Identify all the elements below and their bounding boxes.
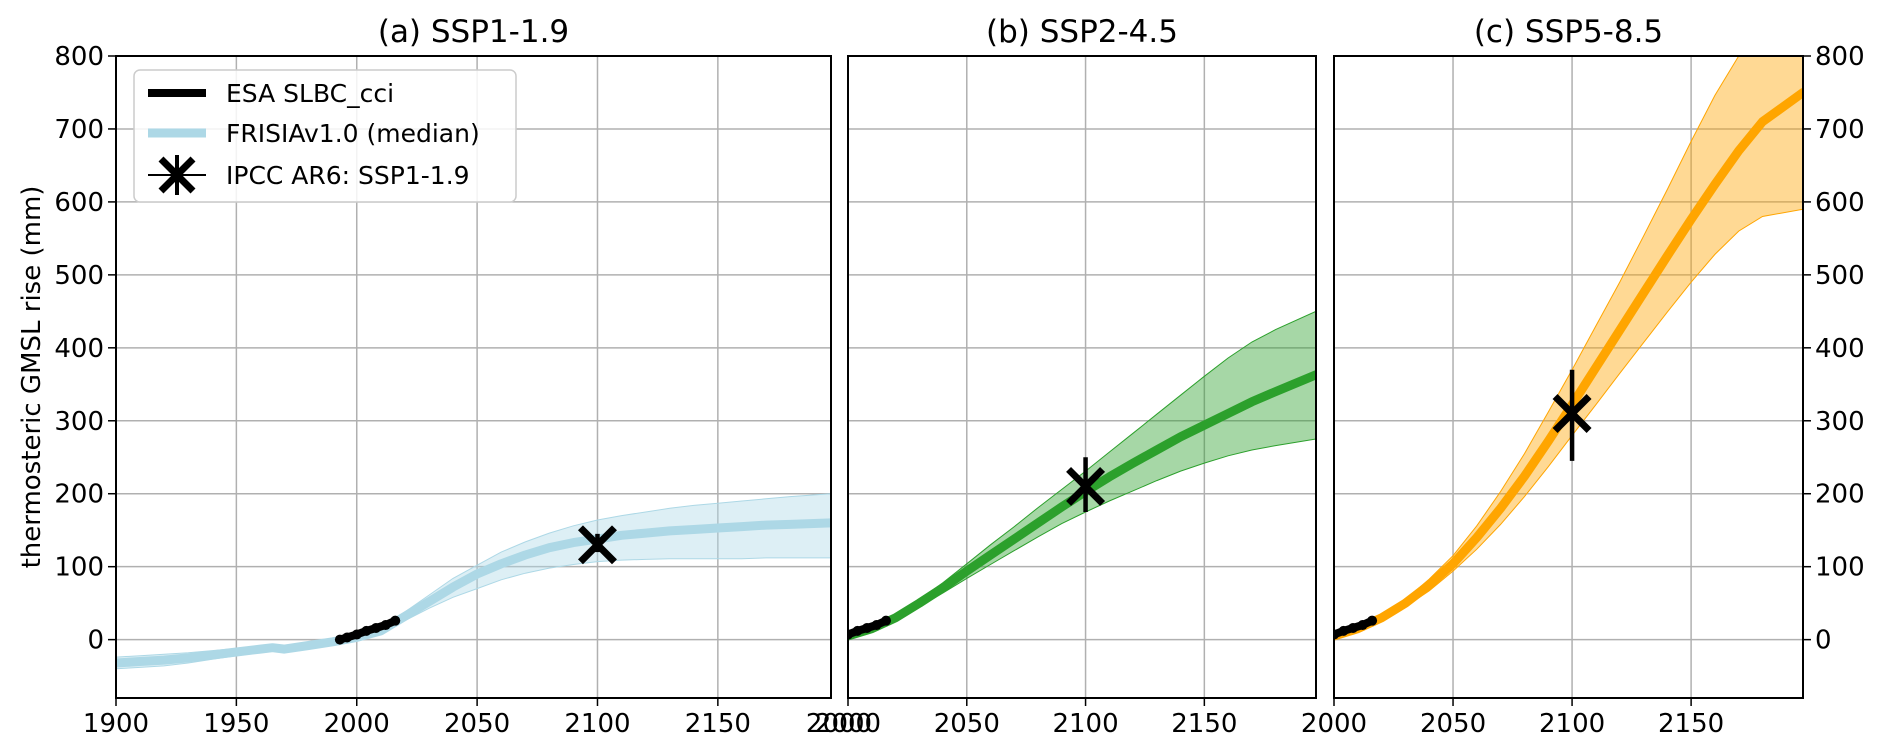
uncertainty-band bbox=[1334, 56, 1803, 638]
y-tick-label: 400 bbox=[1815, 334, 1865, 364]
x-tick-label: 2150 bbox=[1658, 709, 1724, 739]
panel-b: (b) SSP2-4.5 2000 2050 2100 2150 bbox=[815, 14, 1317, 739]
observation-point bbox=[1338, 625, 1349, 636]
axes-frame bbox=[847, 55, 1317, 699]
legend: ESA SLBC_cci FRISIAv1.0 (median) IPCC AR6:… bbox=[133, 69, 517, 203]
observation-point bbox=[881, 615, 892, 626]
axes-frame bbox=[115, 55, 832, 699]
y-axis-label: thermosteric GMSL rise (mm) bbox=[17, 186, 47, 569]
observation-point bbox=[390, 615, 401, 626]
y-tick-label: 100 bbox=[1815, 553, 1865, 583]
y-tick-label: 800 bbox=[1815, 42, 1865, 72]
panel-title: (c) SSP5-8.5 bbox=[1474, 14, 1663, 50]
observation-point bbox=[1348, 622, 1359, 633]
observation-point bbox=[1357, 620, 1368, 631]
y-tick-label: 0 bbox=[1815, 626, 1832, 656]
observation-point bbox=[852, 625, 863, 636]
observation-point bbox=[380, 620, 391, 631]
legend-label: FRISIAv1.0 (median) bbox=[226, 119, 480, 148]
x-tick-label: 2000 bbox=[1301, 709, 1367, 739]
x-tick-label: 2100 bbox=[1052, 709, 1118, 739]
panel-title: (a) SSP1-1.9 bbox=[378, 14, 569, 50]
y-tick-label: 800 bbox=[54, 42, 104, 72]
uncertainty-band bbox=[116, 493, 831, 670]
x-tick-label: 2150 bbox=[685, 709, 751, 739]
x-tick-label: 2050 bbox=[1420, 709, 1486, 739]
observation-point bbox=[1334, 629, 1339, 640]
observation-point bbox=[848, 629, 853, 640]
y-tick-label: 500 bbox=[1815, 261, 1865, 291]
y-tick-label: 0 bbox=[87, 626, 104, 656]
plot-area bbox=[116, 493, 831, 670]
observation-point bbox=[361, 625, 372, 636]
y-tick-label: 500 bbox=[54, 261, 104, 291]
legend-box bbox=[133, 69, 517, 203]
observation-point bbox=[871, 620, 882, 631]
panel-title: (b) SSP2-4.5 bbox=[986, 14, 1178, 50]
x-tick-label: 2000 bbox=[806, 709, 872, 739]
x-tick-label: 2100 bbox=[564, 709, 630, 739]
x-tick-label: 2000 bbox=[324, 709, 390, 739]
median-line bbox=[116, 518, 831, 668]
y-tick-label: 700 bbox=[54, 115, 104, 145]
x-tick-label: 2050 bbox=[444, 709, 510, 739]
y-tick-label: 300 bbox=[54, 407, 104, 437]
x-tick-label: 2000 bbox=[815, 709, 881, 739]
observation-point bbox=[351, 629, 362, 640]
x-tick-label: 2100 bbox=[1539, 709, 1605, 739]
uncertainty-band bbox=[848, 310, 1316, 638]
x-tick-label: 1900 bbox=[83, 709, 149, 739]
y-tick-label: 400 bbox=[54, 334, 104, 364]
legend-label: ESA SLBC_cci bbox=[226, 79, 394, 108]
y-tick-label: 300 bbox=[1815, 407, 1865, 437]
ipcc-marker-stroke-2 bbox=[1066, 466, 1106, 506]
observation-point bbox=[342, 632, 353, 643]
legend-swatch-ipcc-x2 bbox=[158, 156, 196, 194]
ipcc-marker-stroke-2 bbox=[1552, 394, 1592, 433]
observation-point bbox=[371, 622, 381, 633]
axes-frame bbox=[1333, 55, 1804, 699]
y-tick-label: 200 bbox=[54, 480, 104, 510]
ipcc-marker-stroke-2 bbox=[578, 525, 617, 565]
y-tick-label: 100 bbox=[54, 553, 104, 583]
y-tick-label: 700 bbox=[1815, 115, 1865, 145]
plot-area bbox=[848, 310, 1316, 641]
x-tick-label: 2150 bbox=[1171, 709, 1237, 739]
legend-label: IPCC AR6: SSP1-1.9 bbox=[226, 161, 470, 190]
y-tick-label: 600 bbox=[54, 188, 104, 218]
observation-point bbox=[862, 622, 873, 633]
x-tick-label: 2050 bbox=[934, 709, 1000, 739]
panel-c: (c) SSP5-8.5 2000 2050 2100 2150 0 100 200 300 40… bbox=[1301, 14, 1865, 739]
observation-point bbox=[1367, 615, 1378, 626]
y-tick-label: 200 bbox=[1815, 480, 1865, 510]
x-tick-label: 1950 bbox=[203, 709, 269, 739]
y-tick-label: 600 bbox=[1815, 188, 1865, 218]
